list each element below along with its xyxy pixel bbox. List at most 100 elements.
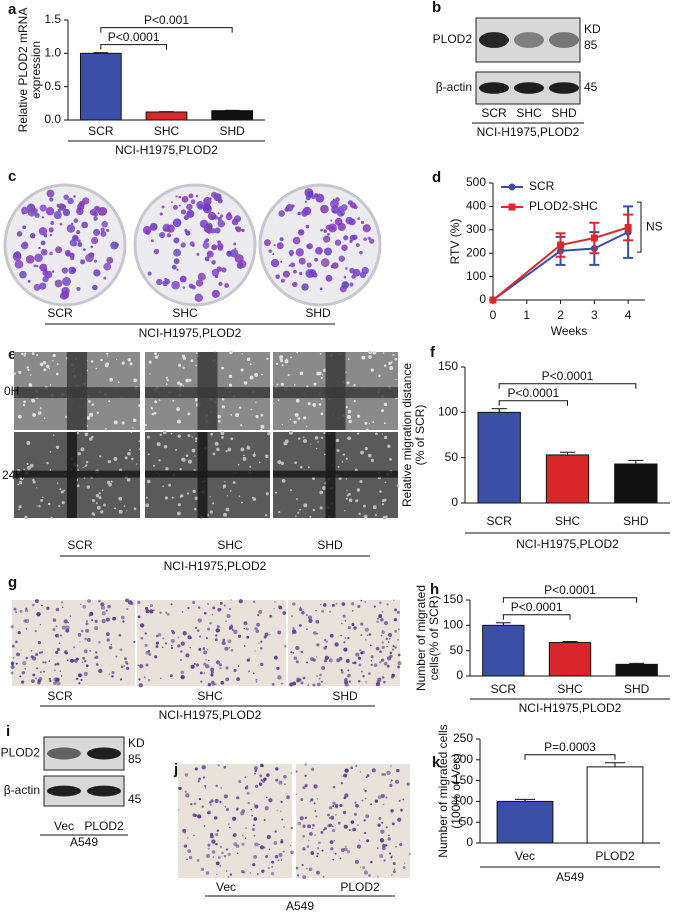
cell (214, 638, 218, 642)
colony (100, 230, 107, 237)
y-tick-label: 0 (466, 835, 473, 849)
cell (258, 609, 263, 614)
cell (321, 609, 325, 613)
colony (64, 249, 71, 256)
cell (190, 359, 194, 363)
cell (190, 802, 193, 806)
cell (207, 843, 211, 847)
colony (190, 199, 196, 205)
cell (355, 803, 359, 808)
cell (223, 854, 227, 858)
cell (84, 465, 86, 468)
cell (342, 453, 345, 456)
y-axis-label: cells(% of SCR) (427, 596, 441, 681)
lane-label: SHC (197, 689, 223, 703)
cell (229, 490, 232, 492)
colony (149, 222, 158, 231)
cell (117, 381, 120, 384)
cell (282, 850, 285, 853)
cell (84, 432, 89, 437)
cell (307, 466, 310, 469)
cell (327, 813, 330, 817)
cell (316, 643, 320, 647)
cell (365, 776, 368, 779)
cell (223, 794, 228, 799)
y-tick-label: 250 (453, 731, 473, 745)
cell (229, 873, 233, 876)
y-tick-label: 0 (456, 668, 463, 682)
cell (19, 675, 22, 678)
cell (396, 610, 400, 614)
colony (171, 264, 177, 270)
cell (363, 788, 365, 790)
colony (76, 230, 81, 235)
colony (162, 280, 168, 287)
cell (280, 810, 282, 812)
cell (274, 491, 278, 494)
cell (203, 672, 205, 674)
cell (290, 772, 292, 774)
cell (393, 868, 396, 871)
x-tick-label: Vec (515, 849, 535, 863)
cell (18, 505, 22, 509)
cell (320, 436, 324, 440)
colony (217, 245, 224, 251)
cell (22, 403, 26, 407)
cell (278, 780, 283, 785)
cell (137, 664, 140, 667)
group-label: A549 (286, 899, 314, 913)
cell (37, 640, 41, 645)
cell (133, 640, 136, 644)
ns-bracket (637, 201, 642, 253)
colony (30, 210, 33, 213)
cell (182, 458, 186, 462)
cell (138, 440, 141, 443)
colony (22, 241, 28, 247)
colony (14, 259, 24, 269)
cell (385, 796, 388, 799)
cell (308, 618, 313, 623)
colony (363, 237, 367, 241)
cell (295, 660, 299, 664)
cell (312, 823, 315, 827)
colony (217, 198, 223, 204)
cell (360, 450, 364, 455)
cell (120, 615, 125, 620)
cell (393, 599, 395, 601)
cell (168, 483, 172, 487)
cell (96, 505, 101, 510)
cell (329, 840, 334, 845)
cell (246, 635, 250, 639)
lane-label: SHD (332, 689, 358, 703)
cell (253, 817, 258, 821)
y-tick-label: 150 (453, 773, 473, 787)
colony (93, 211, 98, 217)
group-label: NCI-H1975,PLOD2 (516, 537, 619, 551)
cell (293, 420, 297, 424)
cell (258, 782, 263, 786)
lane-label: PLOD2 (340, 880, 380, 894)
cell (394, 629, 398, 633)
cell (286, 795, 290, 800)
cell (273, 655, 278, 660)
cell (342, 810, 347, 815)
y-tick-label: 300 (466, 222, 486, 236)
cell (289, 682, 294, 687)
cell (346, 849, 351, 854)
colony (27, 279, 31, 283)
colony (279, 237, 284, 242)
cell (43, 368, 47, 372)
colony (83, 248, 86, 251)
cell (314, 436, 319, 440)
cell (295, 645, 300, 651)
cell (280, 840, 284, 844)
colony (43, 233, 48, 238)
cell (84, 659, 87, 663)
cell (397, 639, 399, 641)
cell (36, 487, 38, 489)
cell (290, 615, 293, 618)
colony (218, 281, 223, 286)
cell (373, 663, 378, 668)
cell (230, 414, 233, 416)
colony (163, 227, 167, 232)
